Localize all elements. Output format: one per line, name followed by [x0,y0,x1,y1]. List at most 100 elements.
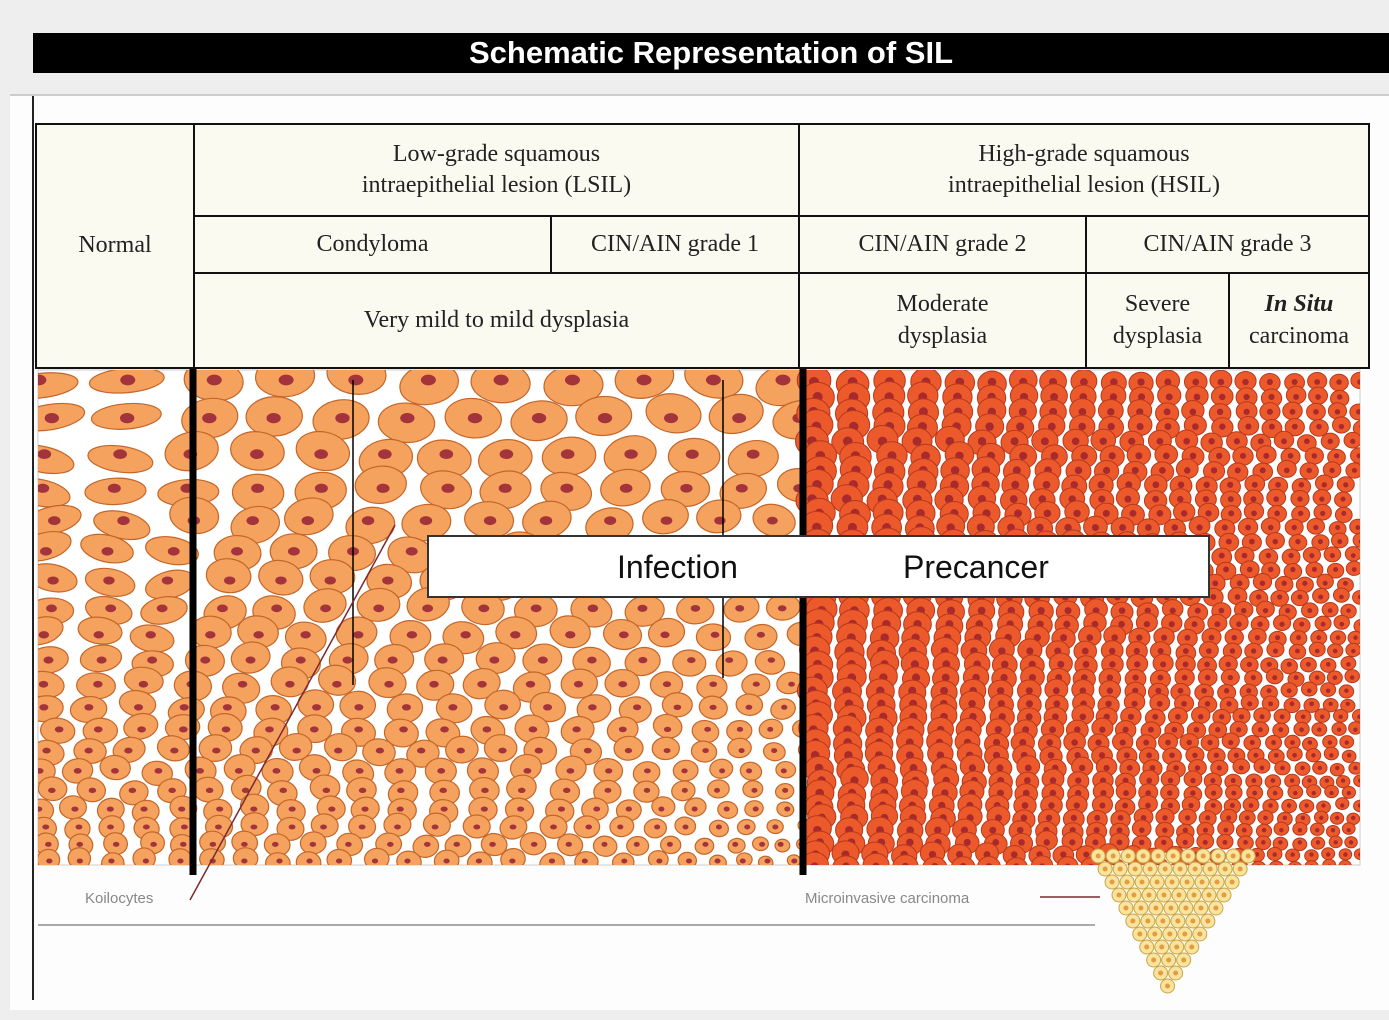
nucleus [702,748,709,754]
cell [1288,861,1302,865]
nucleus [1043,839,1050,846]
precancer-label: Precancer [903,549,1049,585]
nucleus [989,826,997,834]
nucleus [1140,853,1146,859]
nucleus [788,681,795,687]
nucleus [46,604,57,613]
nucleus [1173,970,1179,976]
nucleus [601,841,608,847]
nucleus [1016,826,1024,834]
nucleus [38,806,43,812]
nucleus [1196,524,1203,531]
nucleus [335,413,350,424]
nucleus [1047,751,1055,759]
nucleus [1324,778,1330,783]
nucleus [1346,608,1351,613]
nucleus [1314,675,1320,680]
nucleus [1314,648,1320,654]
nucleus [480,806,488,812]
nucleus [1123,790,1129,797]
nucleus [1281,580,1287,586]
nucleus [245,656,256,664]
nucleus [1037,606,1045,615]
nucleus [1099,437,1107,445]
hsil: High-grade squamous intraepithelial lesi… [948,140,1220,198]
nucleus [1184,467,1191,474]
nucleus [1245,423,1252,430]
nucleus [1205,918,1211,924]
nucleus [963,838,971,846]
nucleus [128,787,137,794]
nucleus [1108,647,1116,655]
nucleus [1341,510,1347,516]
nucleus [996,764,1004,772]
nucleus [1340,496,1346,502]
nucleus [1190,790,1196,796]
nucleus [376,483,390,493]
nucleus [1099,726,1106,733]
nucleus [1186,739,1193,746]
grade: Condyloma [316,230,429,257]
nucleus [1092,839,1099,846]
nucleus [1177,481,1185,489]
nucleus [534,747,543,754]
nucleus [618,631,629,639]
nucleus [320,604,332,613]
nucleus [1163,408,1171,416]
nucleus [1346,662,1351,667]
nucleus [1103,764,1110,772]
nucleus [940,686,949,695]
nucleus [1053,700,1061,708]
nucleus [1192,378,1200,386]
nucleus [1110,853,1116,859]
nucleus [1351,467,1357,473]
nucleus [1018,839,1025,846]
nucleus [215,824,222,830]
nucleus [1022,789,1030,797]
nucleus [1147,866,1153,872]
nucleus [399,726,408,733]
nucleus [956,850,964,859]
nucleus [1321,803,1326,808]
nucleus [1279,621,1285,627]
nucleus [1197,714,1204,720]
nucleus [1273,752,1279,758]
nucleus [1339,621,1345,627]
nucleus [1286,661,1292,667]
nucleus [1228,739,1234,746]
nucleus [93,680,103,688]
nucleus [314,483,328,493]
dysplasia-cell: Severe dysplasia [1085,272,1230,369]
nucleus [1339,594,1344,600]
nucleus [624,747,633,754]
in-situ-cell: In Situ carcinoma [1228,272,1370,369]
nucleus [745,704,753,710]
nucleus [1357,714,1360,719]
nucleus [643,787,651,793]
nucleus [751,787,758,793]
nucleus [660,631,670,639]
nucleus [1348,840,1354,845]
nucleus [271,604,283,613]
nucleus [985,863,992,865]
nucleus [1155,687,1162,694]
nucleus [1285,608,1291,614]
nucleus [1259,714,1265,720]
cell [672,649,707,677]
nucleus [1182,661,1189,668]
nucleus [1018,407,1027,416]
nucleus [736,726,744,732]
nucleus [1143,739,1150,746]
nucleus [1231,790,1237,796]
nucleus [312,704,322,711]
nucleus [523,768,532,774]
nucleus [309,841,317,847]
nucleus [1329,790,1334,796]
nucleus [1073,802,1080,809]
nucleus [196,768,204,774]
nucleus [43,656,54,664]
nucleus [977,437,987,446]
nucleus [287,547,300,556]
nucleus [1343,482,1349,488]
nucleus [113,449,127,460]
